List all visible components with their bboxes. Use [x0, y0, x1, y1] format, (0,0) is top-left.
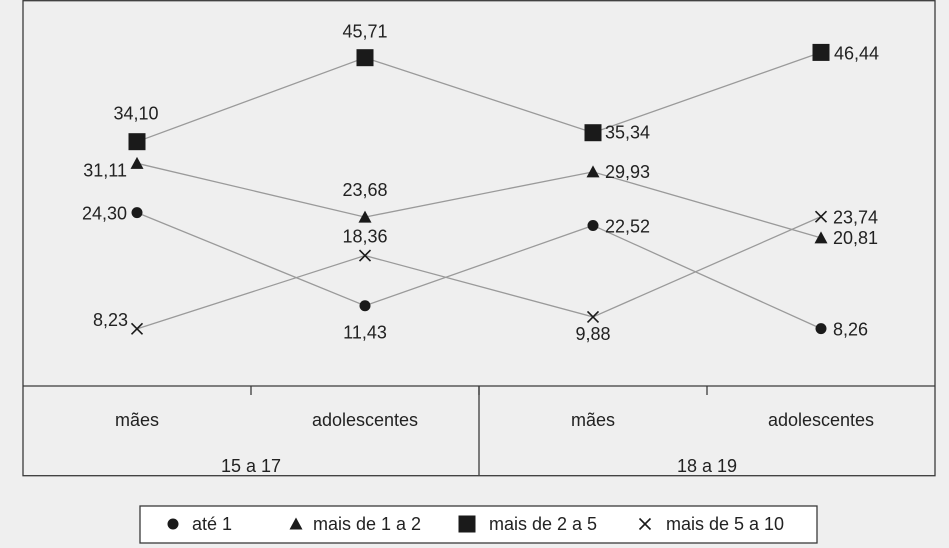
data-point	[587, 219, 599, 231]
data-point	[584, 124, 602, 142]
data-point	[130, 322, 144, 335]
value-labels: 24,30 11,43 22,52 8,26 31,11 23,68 29,93 20,81 3…	[82, 22, 879, 344]
series-lines	[136, 51, 822, 330]
data-label: 23,74	[833, 208, 878, 228]
data-label: 8,23	[93, 310, 128, 330]
group-label: 18 a 19	[677, 456, 737, 476]
chart-frame	[22, 0, 936, 477]
legend-label: até 1	[192, 514, 232, 534]
data-point	[812, 43, 830, 61]
data-label: 22,52	[605, 216, 650, 236]
data-point	[131, 207, 143, 219]
legend-marker	[458, 515, 476, 533]
legend-item: mais de 1 a 2	[289, 514, 421, 534]
legend-label: mais de 5 a 10	[666, 514, 784, 534]
data-label: 11,43	[343, 323, 387, 343]
legend-marker	[167, 518, 179, 530]
data-point	[356, 49, 374, 67]
category-axis: mães adolescentes mães adolescentes 15 a 17 1…	[23, 385, 935, 476]
data-point	[359, 300, 371, 312]
data-label: 29,93	[605, 162, 650, 182]
category-label: mães	[571, 410, 615, 430]
legend-item: mais de 5 a 10	[638, 514, 784, 534]
data-point	[586, 165, 600, 178]
data-point	[130, 156, 144, 169]
data-label: 9,88	[575, 324, 610, 344]
series-line-3	[136, 216, 822, 330]
data-point	[358, 249, 372, 262]
legend: até 1 mais de 1 a 2 mais de 2 a 5 mais de 5…	[139, 505, 818, 544]
plot-border	[22, 0, 936, 477]
series-line-2	[136, 51, 822, 143]
series-line-1	[136, 162, 822, 239]
category-label: adolescentes	[312, 410, 418, 430]
legend-marker	[638, 517, 652, 531]
legend-box	[139, 505, 818, 544]
category-label: adolescentes	[768, 410, 874, 430]
series-line-0	[136, 211, 822, 330]
category-label: mães	[115, 410, 159, 430]
data-label: 35,34	[605, 123, 650, 143]
data-point	[358, 210, 372, 223]
legend-item: até 1	[167, 514, 232, 534]
data-point	[128, 133, 146, 151]
legend-label: mais de 1 a 2	[313, 514, 421, 534]
data-label: 18,36	[342, 227, 387, 247]
data-label: 20,81	[833, 228, 878, 248]
data-label: 8,26	[833, 320, 868, 340]
data-label: 31,11	[83, 160, 127, 180]
group-label: 15 a 17	[221, 456, 281, 476]
legend-label: mais de 2 a 5	[489, 514, 597, 534]
data-label: 34,10	[113, 104, 158, 124]
data-point	[815, 323, 827, 335]
legend-marker	[289, 517, 303, 530]
data-label: 45,71	[342, 22, 387, 42]
data-label: 46,44	[834, 43, 879, 63]
data-label: 24,30	[82, 204, 127, 224]
data-point	[586, 310, 600, 323]
data-label: 23,68	[342, 180, 387, 200]
legend-item: mais de 2 a 5	[458, 514, 597, 534]
series-markers	[128, 43, 830, 335]
data-point	[814, 210, 828, 223]
data-point	[814, 231, 828, 244]
